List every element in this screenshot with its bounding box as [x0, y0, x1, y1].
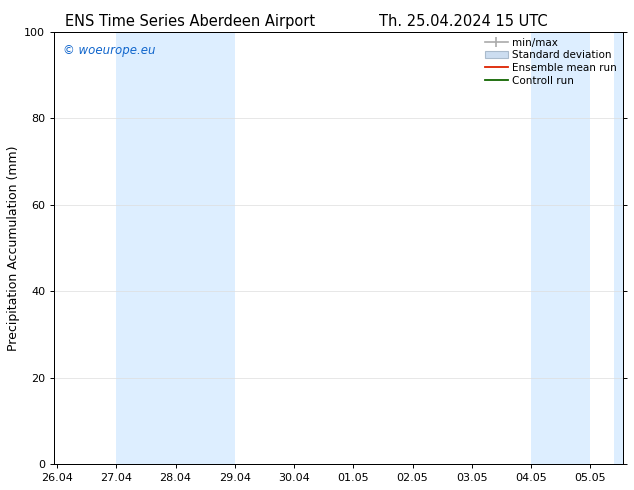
Bar	[614, 31, 623, 464]
Bar	[117, 31, 235, 464]
Y-axis label: Precipitation Accumulation (mm): Precipitation Accumulation (mm)	[7, 145, 20, 350]
Bar	[531, 31, 590, 464]
Text: © woeurope.eu: © woeurope.eu	[63, 45, 155, 57]
Text: Th. 25.04.2024 15 UTC: Th. 25.04.2024 15 UTC	[378, 14, 547, 29]
Legend: min/max, Standard deviation, Ensemble mean run, Controll run: min/max, Standard deviation, Ensemble me…	[482, 35, 620, 89]
Text: ENS Time Series Aberdeen Airport: ENS Time Series Aberdeen Airport	[65, 14, 315, 29]
